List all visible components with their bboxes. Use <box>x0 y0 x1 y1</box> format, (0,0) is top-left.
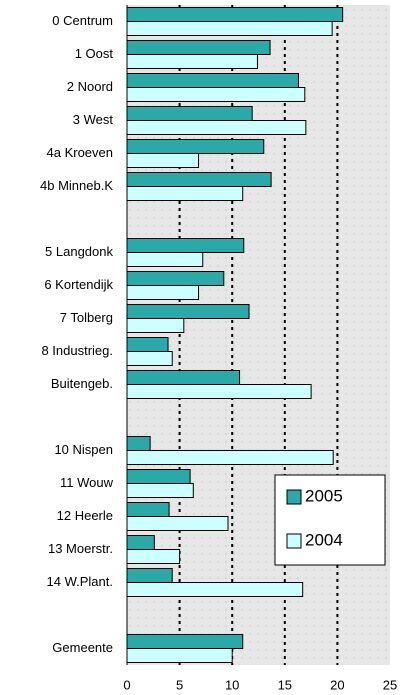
y-tick-label: 3 West <box>73 112 114 127</box>
bar <box>126 139 265 154</box>
bar <box>126 238 245 253</box>
bar <box>126 252 204 267</box>
bar <box>126 153 200 168</box>
y-tick-label: 13 Moerstr. <box>48 541 113 556</box>
x-tick-label: 0 <box>123 677 130 692</box>
x-tick-label: 20 <box>330 677 344 692</box>
bar <box>126 568 173 583</box>
bar <box>126 73 299 88</box>
y-tick-label: 4b Minneb.K <box>40 178 113 193</box>
bar <box>126 120 307 135</box>
y-tick-label: 12 Heerle <box>57 508 113 523</box>
y-tick-label: 8 Industrieg. <box>41 343 113 358</box>
bar <box>126 285 200 300</box>
legend-label: 2004 <box>305 530 343 549</box>
bar <box>126 271 225 286</box>
bar <box>126 172 272 187</box>
y-tick-label: 7 Tolberg <box>60 310 113 325</box>
y-tick-label: Gemeente <box>52 640 113 655</box>
bar <box>126 436 151 451</box>
legend-swatch <box>286 489 302 505</box>
bar <box>126 186 244 201</box>
bar <box>126 450 334 465</box>
y-tick-label: 6 Kortendijk <box>44 277 113 292</box>
y-tick-label: Buitengeb. <box>51 376 113 391</box>
y-tick-label: 11 Wouw <box>60 475 114 490</box>
bar <box>126 384 312 399</box>
legend-label: 2005 <box>305 486 343 505</box>
bar <box>126 54 258 69</box>
y-tick-label: 10 Nispen <box>54 442 113 457</box>
y-tick-label: 4a Kroeven <box>47 145 114 160</box>
bar <box>126 516 229 531</box>
plot-background <box>127 5 390 665</box>
x-tick-label: 10 <box>225 677 239 692</box>
y-tick-label: 1 Oost <box>75 46 114 61</box>
y-tick-label: 2 Noord <box>67 79 113 94</box>
bar <box>126 318 185 333</box>
bar <box>126 337 169 352</box>
bar <box>126 87 306 102</box>
bar <box>126 648 233 663</box>
bar <box>126 106 253 121</box>
bar <box>126 582 304 597</box>
bar <box>126 351 173 366</box>
bar <box>126 40 271 55</box>
bar <box>126 304 250 319</box>
bar <box>126 634 244 649</box>
x-tick-label: 25 <box>383 677 397 692</box>
x-tick-label: 5 <box>176 677 183 692</box>
y-tick-label: 0 Centrum <box>52 13 113 28</box>
bar <box>126 469 191 484</box>
bar <box>126 483 194 498</box>
y-tick-label: 5 Langdonk <box>45 244 113 259</box>
bar <box>126 502 170 517</box>
y-tick-label: 14 W.Plant. <box>47 574 113 589</box>
bar <box>126 370 241 385</box>
bar <box>126 21 333 36</box>
x-tick-label: 15 <box>278 677 292 692</box>
bar <box>126 7 344 22</box>
bar <box>126 549 181 564</box>
legend-swatch <box>286 533 302 549</box>
bar <box>126 535 155 550</box>
